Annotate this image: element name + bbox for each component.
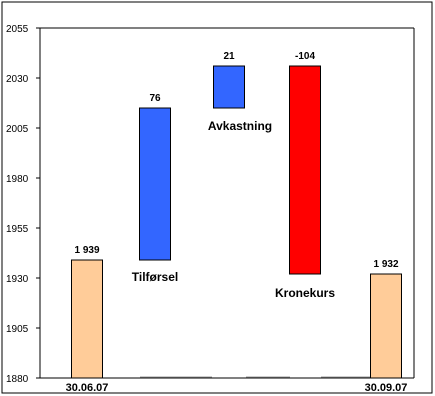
y-tick-label: 2030 bbox=[6, 74, 29, 85]
bar-value-label: 1 932 bbox=[373, 259, 398, 270]
y-tick-label: 1930 bbox=[6, 274, 29, 285]
bar-tilførsel bbox=[139, 107, 171, 261]
bar-category-label: Tilførsel bbox=[132, 270, 178, 284]
bar-avkastning bbox=[213, 65, 245, 109]
bar-kronekurs bbox=[289, 65, 321, 275]
y-tick-label: 1955 bbox=[6, 224, 29, 235]
bars-group: 1 939 76 Tilførsel 21 Avkastning -104 Kronekur… bbox=[71, 51, 402, 379]
x-tick-label: 30.06.07 bbox=[66, 382, 109, 394]
bar-total-0 bbox=[71, 259, 103, 379]
bar-category-label: Avkastning bbox=[208, 119, 272, 133]
bar-value-label: 21 bbox=[223, 51, 235, 62]
y-tick-label: 1980 bbox=[6, 174, 29, 185]
y-axis-ticks: 1880 1905 1930 1955 1980 2005 2030 2055 bbox=[6, 24, 40, 385]
x-axis-tick-labels: 30.06.07 30.09.07 bbox=[66, 382, 408, 394]
bar-value-label: 76 bbox=[149, 93, 161, 104]
y-tick-label: 2055 bbox=[6, 24, 29, 35]
y-tick-label: 1905 bbox=[6, 324, 29, 335]
bar-value-label: -104 bbox=[295, 51, 315, 62]
bar-category-label: Kronekurs bbox=[275, 286, 335, 300]
bar-value-label: 1 939 bbox=[74, 245, 99, 256]
y-tick-label: 2005 bbox=[6, 124, 29, 135]
x-tick-label: 30.09.07 bbox=[365, 382, 408, 394]
bar-total-4 bbox=[370, 273, 402, 379]
y-tick-label: 1880 bbox=[6, 374, 29, 385]
